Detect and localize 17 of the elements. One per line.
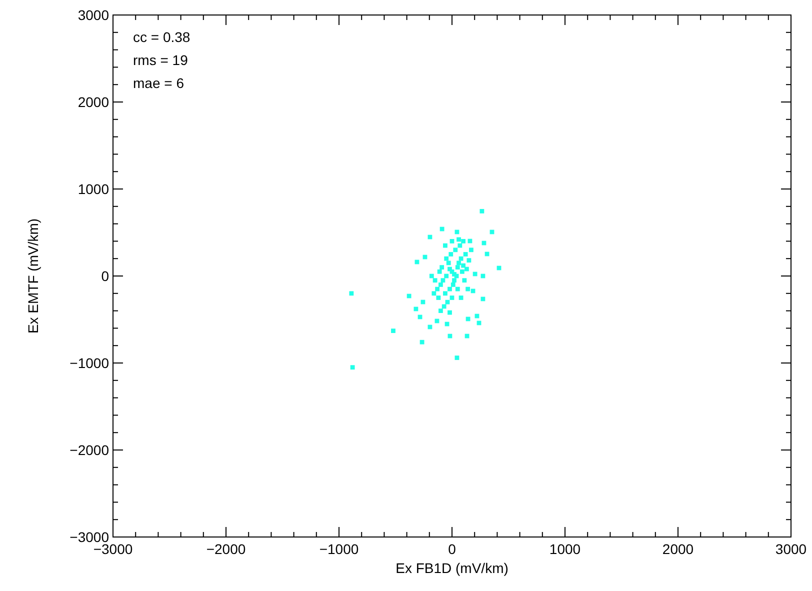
y-axis-title: Ex EMTF (mV/km) [25,218,41,334]
x-tick-label: 0 [448,541,456,557]
y-tick-label: 0 [101,268,110,284]
y-tick-label: −2000 [70,442,110,458]
x-tick-label: 2000 [662,541,694,557]
x-tick-label: −1000 [319,541,359,557]
x-tick-label: 1000 [549,541,581,557]
y-tick-label: 3000 [78,7,110,23]
y-tick-label: 2000 [78,94,110,110]
x-tick-label: −2000 [206,541,246,557]
annotation: mae = 6 [133,75,184,91]
y-tick-label: −1000 [70,355,110,371]
y-tick-label: 1000 [78,181,110,197]
annotation: rms = 19 [133,52,188,68]
x-tick-label: 3000 [775,541,807,557]
x-axis-title: Ex FB1D (mV/km) [396,560,508,576]
annotation: cc = 0.38 [133,29,190,45]
